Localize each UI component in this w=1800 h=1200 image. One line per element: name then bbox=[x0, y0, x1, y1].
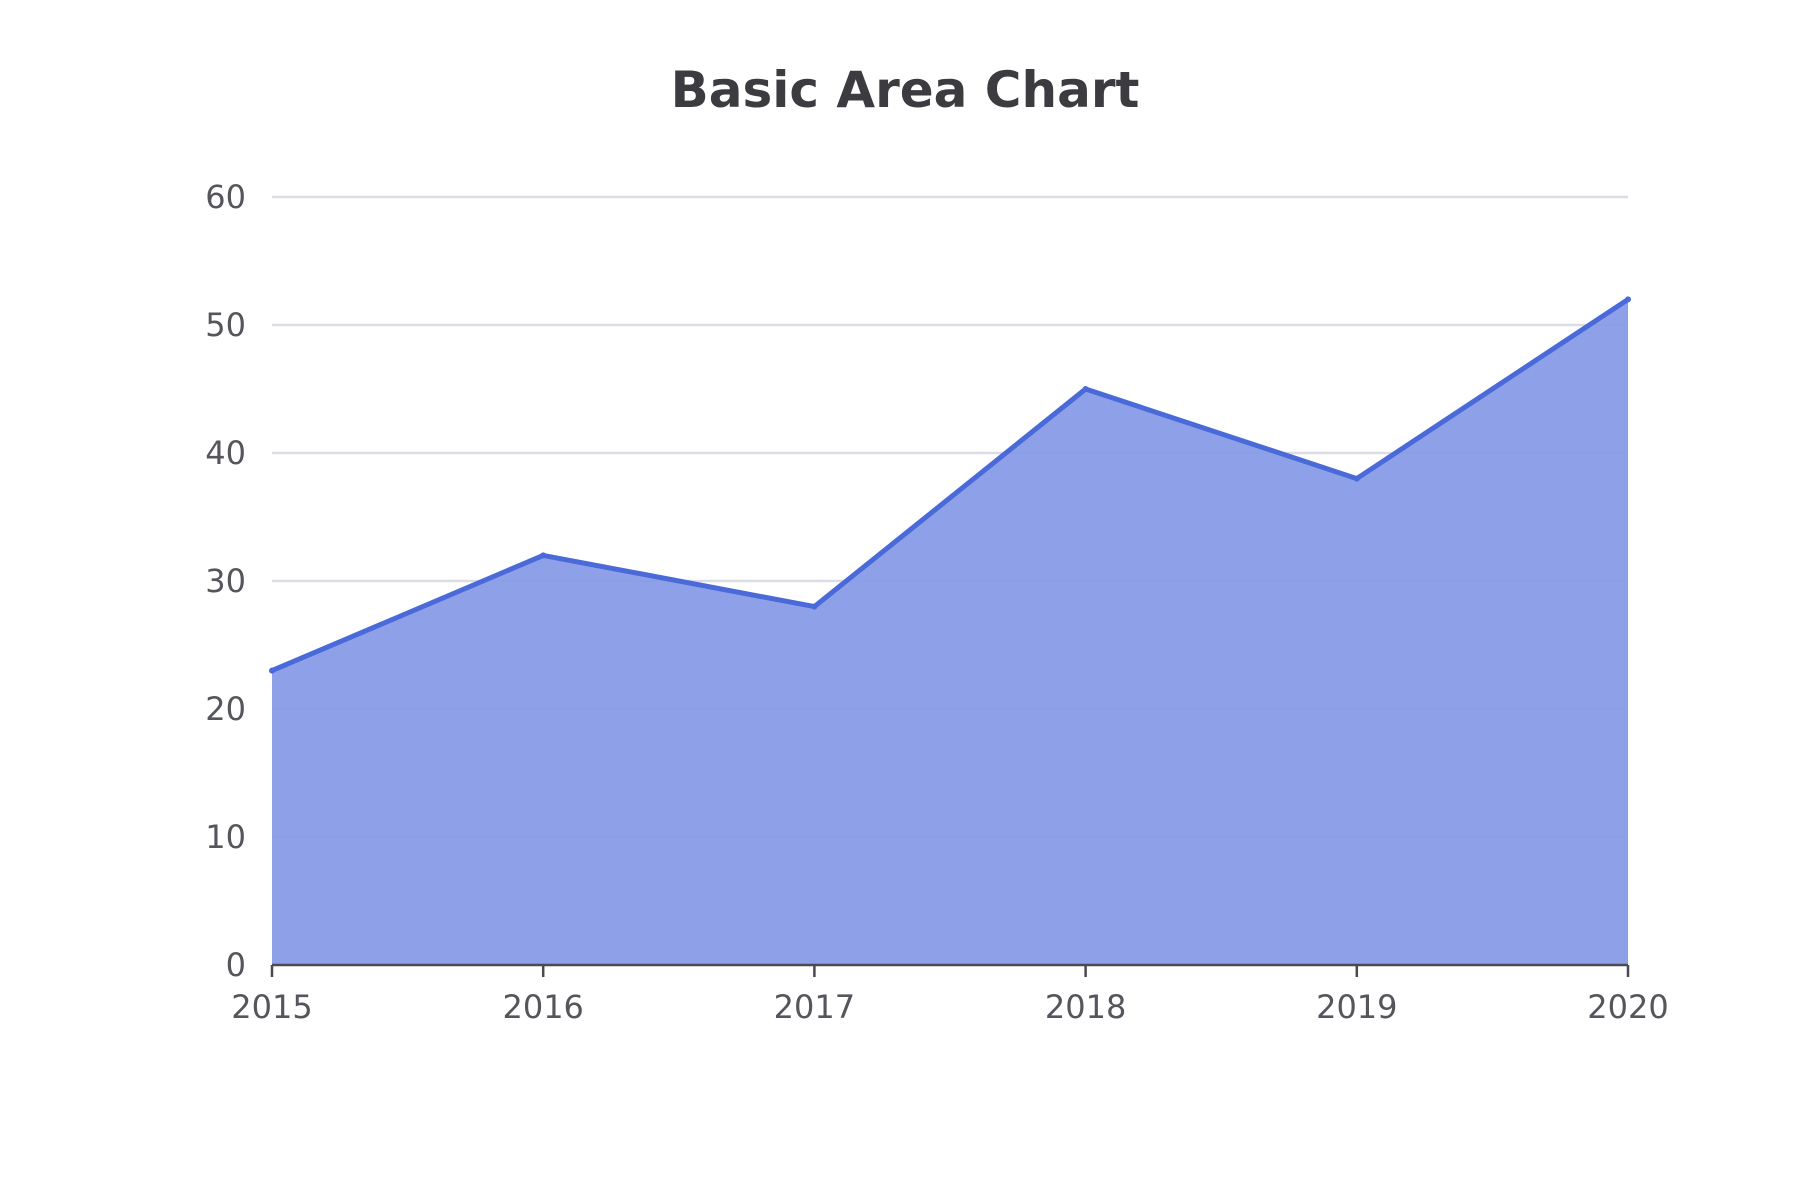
y-tick-label-10: 10 bbox=[205, 818, 246, 856]
area-fill-series-0 bbox=[272, 299, 1628, 965]
x-tick-label-2017: 2017 bbox=[774, 988, 855, 1026]
y-tick-label-20: 20 bbox=[205, 690, 246, 728]
x-axis bbox=[270, 963, 1630, 977]
y-tick-label-0: 0 bbox=[226, 946, 246, 984]
x-tick-label-2016: 2016 bbox=[502, 988, 583, 1026]
data-point-2017 bbox=[811, 603, 818, 610]
x-tick-label-2019: 2019 bbox=[1316, 988, 1397, 1026]
chart-title: Basic Area Chart bbox=[671, 61, 1140, 119]
area-line-series-0 bbox=[269, 296, 1631, 674]
data-point-2019 bbox=[1353, 475, 1360, 482]
x-tick-label-2018: 2018 bbox=[1045, 988, 1126, 1026]
y-tick-label-30: 30 bbox=[205, 562, 246, 600]
x-tick-label-2015: 2015 bbox=[231, 988, 312, 1026]
x-axis-tick-labels: 2015 2016 2017 2018 2019 2020 bbox=[231, 988, 1668, 1026]
y-tick-label-60: 60 bbox=[205, 178, 246, 216]
data-point-2018 bbox=[1082, 386, 1089, 392]
y-axis-tick-labels: 0 10 20 30 40 50 60 bbox=[205, 178, 246, 984]
area-series bbox=[269, 296, 1631, 965]
y-tick-label-40: 40 bbox=[205, 434, 246, 472]
data-point-2015 bbox=[269, 667, 275, 674]
y-tick-label-50: 50 bbox=[205, 306, 246, 344]
data-point-2016 bbox=[540, 552, 547, 559]
data-point-2020 bbox=[1625, 296, 1631, 303]
x-tick-label-2020: 2020 bbox=[1587, 988, 1668, 1026]
